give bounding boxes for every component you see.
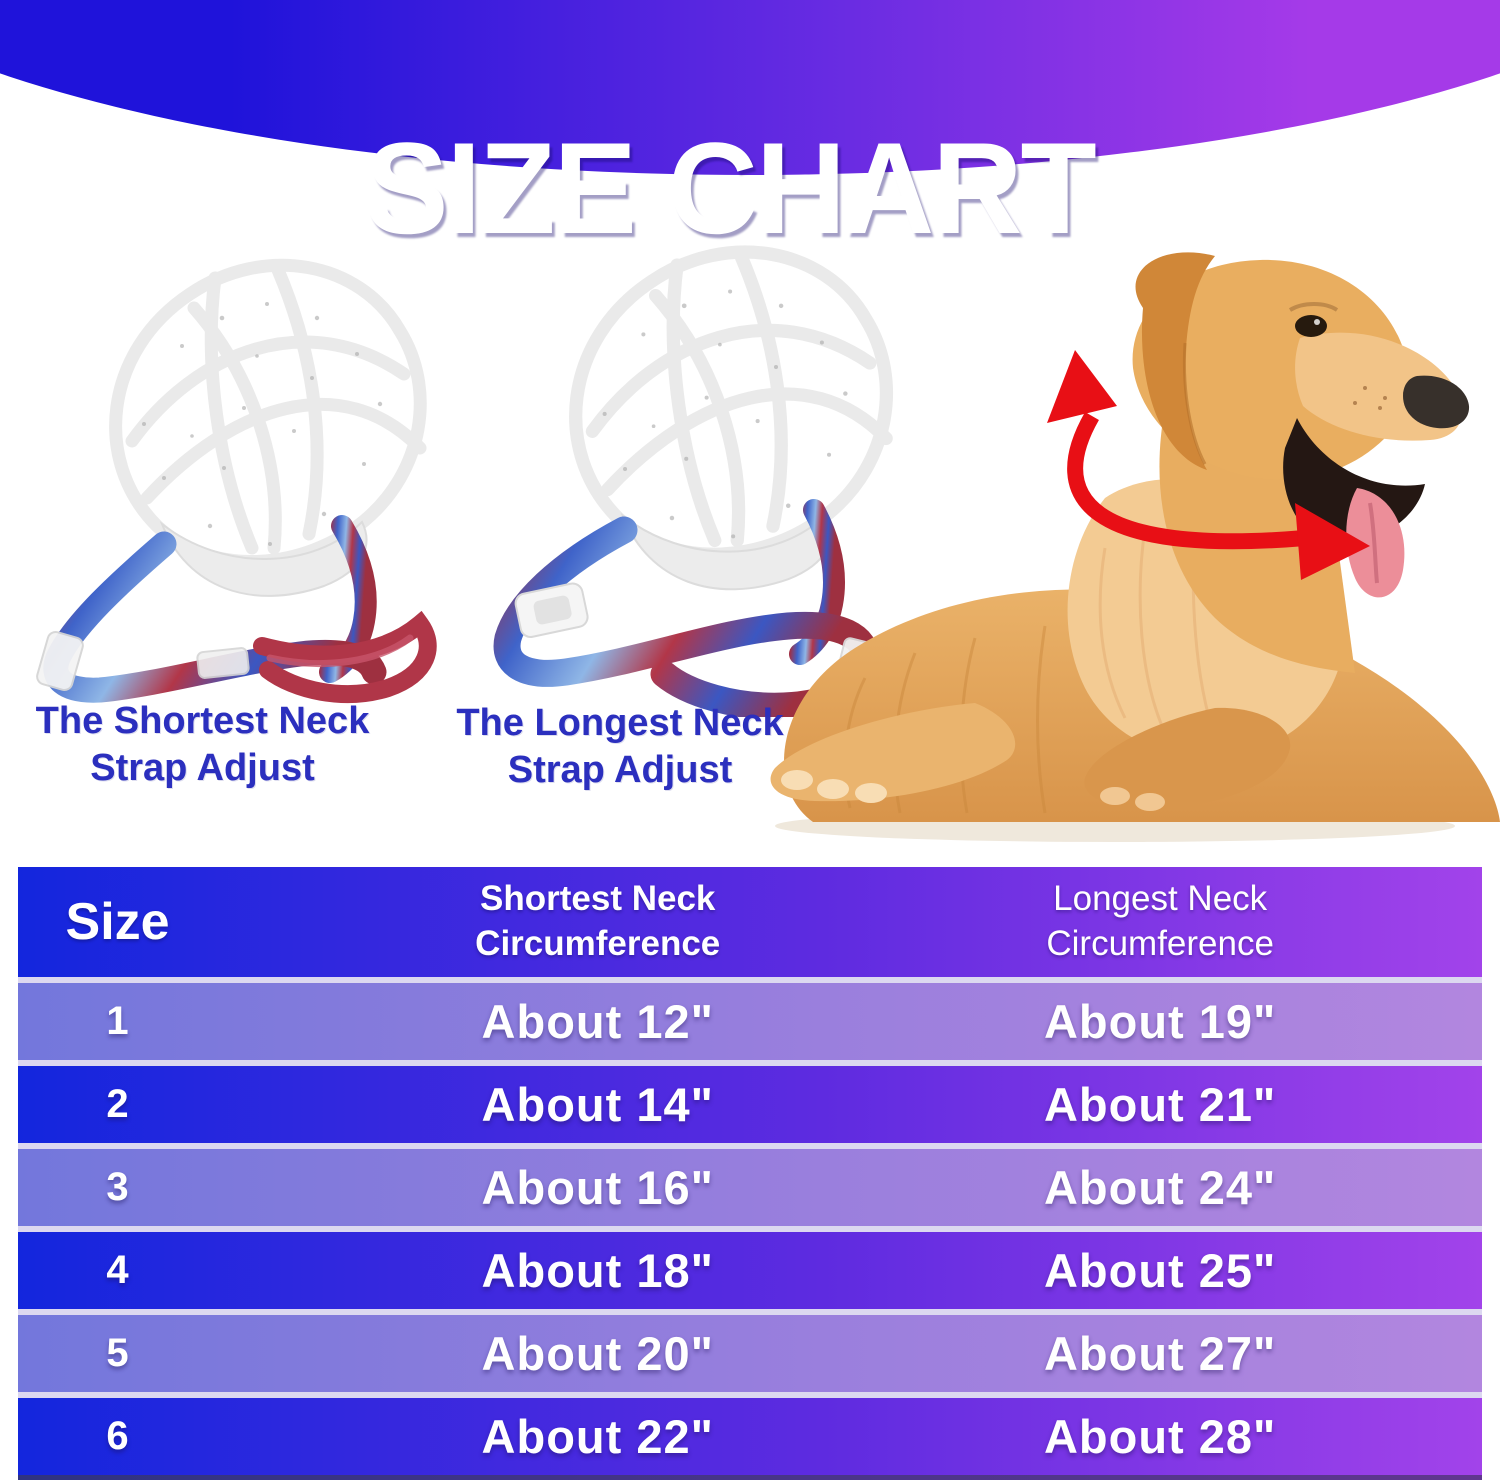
- strap-buckles: [36, 630, 250, 692]
- muzzle-shortest-illustration: [36, 226, 437, 703]
- caption-line: The Shortest Neck: [35, 700, 370, 742]
- dog-nose: [1403, 375, 1470, 429]
- size-cell: 5: [106, 1331, 129, 1375]
- header-banner: SIZE CHART: [0, 0, 1500, 262]
- table-row: 4 About 18" About 25": [18, 1232, 1482, 1309]
- table-row: 6 About 22" About 28": [18, 1398, 1482, 1475]
- caption-shortest-strap: The Shortest Neck Strap Adjust: [15, 698, 390, 792]
- dog-ear: [1135, 252, 1215, 470]
- tie-dye-strap: [43, 515, 437, 703]
- golden-retriever-illustration: [770, 252, 1500, 842]
- column-header-longest-neck: Longest Neck Circumference: [1046, 879, 1274, 963]
- size-cell: 1: [106, 999, 129, 1043]
- caption-longest-strap: The Longest Neck Strap Adjust: [420, 700, 820, 794]
- caption-line: The Longest Neck: [456, 702, 784, 744]
- column-header-size: Size: [65, 893, 170, 951]
- size-table-body: 1 About 12" About 19" 2 About 14" About …: [18, 983, 1482, 1475]
- table-row: 1 About 12" About 19": [18, 983, 1482, 1060]
- table-row: 5 About 20" About 27": [18, 1315, 1482, 1392]
- dog-near-paw: [1084, 707, 1291, 809]
- ear-edge: [1182, 342, 1207, 465]
- table-bottom-edge: [18, 1475, 1482, 1480]
- size-table-header: Size Shortest Neck Circumference Longest…: [18, 867, 1482, 977]
- longest-neck-cell: About 24": [1043, 1161, 1277, 1214]
- longest-neck-cell: About 28": [1043, 1410, 1277, 1463]
- longest-neck-cell: About 27": [1043, 1327, 1277, 1380]
- table-row: 2 About 14" About 21": [18, 1066, 1482, 1143]
- column-header-shortest-neck: Shortest Neck Circumference: [475, 879, 721, 963]
- size-cell: 4: [106, 1248, 129, 1292]
- longest-neck-cell: About 25": [1043, 1244, 1277, 1297]
- arrow-shaft: [1067, 412, 1306, 550]
- caption-line: Strap Adjust: [90, 747, 315, 790]
- muzzle-photo-shortest-strap: [12, 226, 442, 731]
- page-title: SIZE CHART: [365, 115, 1097, 262]
- shortest-neck-cell: About 18": [481, 1244, 714, 1297]
- tie-dye-strap: [493, 499, 880, 717]
- strap-clasp-buckle: [514, 582, 589, 638]
- paw-toes: [1100, 787, 1165, 811]
- shortest-neck-cell: About 14": [481, 1078, 714, 1131]
- longest-neck-cell: About 21": [1043, 1078, 1277, 1131]
- brow-line: [1288, 302, 1339, 312]
- shortest-neck-cell: About 16": [481, 1161, 714, 1214]
- size-cell: 6: [106, 1414, 129, 1458]
- paw-toes: [781, 770, 887, 803]
- neck-measure-arrow: [1047, 350, 1370, 580]
- caption-line: Strap Adjust: [507, 749, 733, 792]
- arrow-head-up-icon: [1047, 350, 1117, 423]
- size-cell: 2: [106, 1082, 129, 1126]
- size-cell: 3: [106, 1165, 129, 1209]
- longest-neck-cell: About 19": [1043, 995, 1277, 1048]
- arrow-head-right-icon: [1295, 503, 1370, 580]
- dog-eye: [1295, 315, 1327, 337]
- shortest-neck-cell: About 22": [481, 1410, 714, 1463]
- size-table: Size Shortest Neck Circumference Longest…: [18, 867, 1482, 1480]
- shortest-neck-cell: About 12": [481, 995, 714, 1048]
- tongue-crease: [1368, 502, 1379, 584]
- dog-photo: [745, 248, 1500, 848]
- shortest-neck-cell: About 20": [481, 1327, 714, 1380]
- table-row: 3 About 16" About 24": [18, 1149, 1482, 1226]
- dog-far-paw: [770, 703, 1016, 802]
- eye-highlight: [1314, 319, 1320, 325]
